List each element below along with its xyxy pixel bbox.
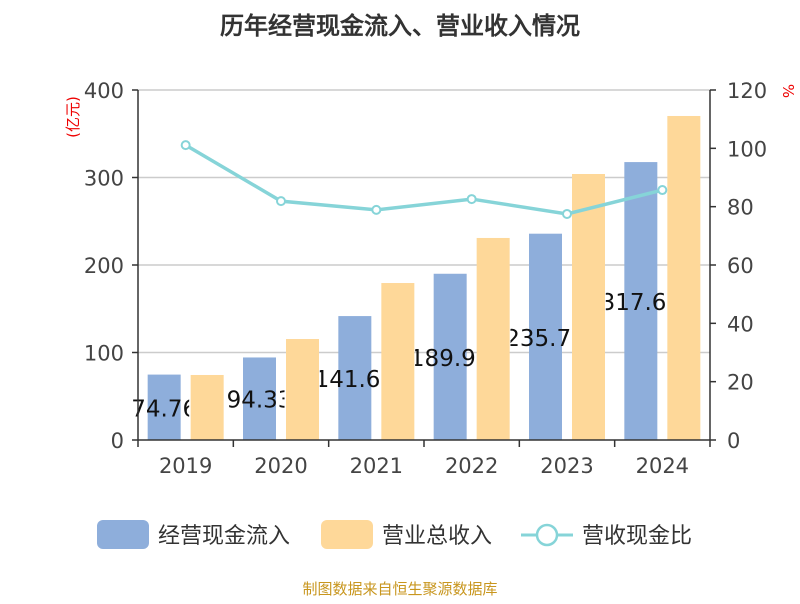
bar-cash-inflow: [433, 273, 467, 440]
x-tick-label: 2023: [540, 454, 593, 478]
legend-swatch-ratio-marker: [535, 523, 559, 547]
ratio-point: [466, 194, 477, 205]
bar-revenue: [286, 339, 319, 440]
right-tick-label: 120: [727, 79, 767, 103]
ratio-point: [371, 204, 382, 215]
ratio-line: [184, 143, 663, 216]
left-tick-label: 400: [84, 79, 124, 103]
ratio-point: [276, 196, 286, 207]
right-tick-label: 60: [727, 254, 754, 278]
left-tick-label: 200: [84, 254, 124, 278]
legend-label-cash-inflow: 经营现金流入: [158, 524, 290, 549]
x-tick-label: 2020: [254, 454, 307, 478]
left-tick-label: 300: [84, 167, 124, 191]
legend-label-revenue: 营业总收入: [382, 524, 492, 549]
bar-cash-inflow: [529, 233, 562, 440]
ratio-point: [180, 140, 191, 151]
bar-revenue: [476, 237, 510, 440]
right-tick-label: 80: [727, 196, 754, 220]
x-tick-label: 2024: [636, 454, 689, 478]
right-axis-label: %: [779, 84, 797, 98]
left-tick-label: 0: [111, 429, 124, 453]
data-label: 94.33: [227, 388, 293, 414]
x-tick-label: 2021: [350, 454, 403, 478]
data-label: 317.62: [601, 290, 681, 316]
bar-revenue: [667, 115, 701, 441]
right-tick-label: 0: [727, 429, 740, 453]
x-tick-label: 2019: [159, 454, 212, 478]
legend-label-ratio: 营收现金比: [582, 524, 692, 549]
bar-revenue: [381, 283, 415, 440]
ratio-point: [657, 185, 668, 196]
bar-cash-inflow: [243, 357, 276, 440]
data-label: 235.78: [505, 326, 585, 352]
legend-swatch-revenue: [321, 520, 373, 549]
legend-swatch-cash-inflow: [97, 520, 149, 549]
bar-revenue: [572, 174, 605, 440]
bar-cash-inflow: [147, 374, 181, 440]
data-label: 74.76: [131, 396, 197, 422]
bar-cash-inflow: [624, 162, 658, 440]
chart-title: 历年经营现金流入、营业收入情况: [220, 12, 580, 40]
bar-revenue: [190, 374, 224, 440]
left-axis-label: (亿元): [64, 96, 82, 138]
source-note: 制图数据来自恒生聚源数据库: [302, 580, 497, 598]
data-label: 189.99: [410, 346, 490, 372]
right-tick-label: 100: [727, 137, 767, 161]
x-tick-label: 2022: [445, 454, 498, 478]
right-tick-label: 40: [727, 312, 754, 336]
right-tick-label: 20: [727, 371, 754, 395]
bar-cash-inflow: [338, 316, 372, 440]
left-tick-label: 100: [84, 342, 124, 366]
data-label: 141.63: [315, 367, 395, 393]
ratio-point: [562, 208, 572, 219]
